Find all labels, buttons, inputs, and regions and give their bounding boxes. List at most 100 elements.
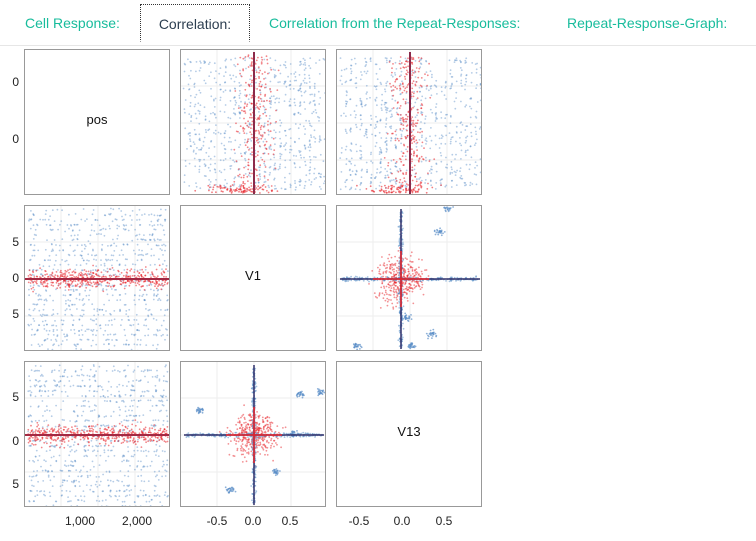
point-blue — [390, 137, 393, 139]
tab-correlation[interactable]: Correlation: — [140, 4, 250, 42]
point-blue — [89, 474, 92, 477]
point-blue — [395, 162, 397, 165]
point-blue — [159, 394, 162, 397]
point-blue — [189, 140, 192, 143]
point-blue — [455, 125, 458, 128]
point-red — [404, 269, 407, 272]
point-red — [379, 307, 382, 309]
point-blue — [145, 500, 148, 503]
point-red — [399, 158, 402, 161]
point-blue — [124, 505, 127, 506]
point-blue — [82, 404, 85, 407]
point-red — [403, 177, 406, 179]
point-blue — [69, 308, 71, 311]
point-blue — [130, 389, 132, 391]
point-blue — [132, 415, 135, 417]
point-blue — [66, 333, 68, 336]
point-red — [418, 160, 420, 163]
point-blue — [99, 454, 102, 457]
point-blue — [361, 122, 363, 125]
tab-correlation-repeat-responses[interactable]: Correlation from the Repeat-Responses: — [269, 15, 521, 31]
point-red — [396, 87, 398, 90]
point-blue — [248, 57, 251, 59]
point-red — [417, 70, 420, 73]
point-blue — [420, 160, 423, 163]
point-blue — [205, 131, 207, 134]
point-blue — [165, 395, 167, 398]
point-blue — [305, 174, 308, 177]
point-blue — [254, 181, 257, 184]
point-blue — [223, 144, 226, 147]
point-blue — [313, 82, 316, 85]
point-blue — [157, 419, 160, 422]
point-blue — [379, 81, 382, 84]
point-blue — [239, 117, 241, 119]
point-blue — [132, 419, 135, 422]
point-blue — [350, 142, 353, 144]
point-blue — [132, 324, 135, 326]
point-blue — [136, 329, 138, 332]
point-blue — [35, 379, 38, 382]
point-blue — [74, 370, 77, 373]
point-red — [35, 280, 38, 282]
point-red — [374, 295, 377, 298]
point-blue — [139, 339, 142, 341]
point-red — [412, 128, 415, 131]
point-red — [412, 188, 415, 191]
point-blue — [204, 129, 207, 131]
point-red — [420, 57, 423, 60]
point-blue — [376, 171, 378, 174]
point-blue — [89, 269, 92, 272]
point-blue — [355, 170, 358, 173]
point-blue — [30, 391, 33, 394]
point-blue — [370, 153, 372, 156]
point-blue — [62, 249, 65, 252]
p02-plot — [337, 50, 481, 194]
point-blue — [145, 308, 147, 310]
point-red — [394, 139, 397, 142]
point-blue — [58, 381, 60, 383]
point-blue — [38, 324, 40, 326]
point-blue — [121, 480, 123, 483]
point-blue — [143, 234, 145, 236]
point-blue — [267, 184, 270, 187]
point-red — [251, 123, 253, 126]
point-blue — [119, 294, 122, 296]
point-blue — [298, 105, 301, 107]
point-blue — [480, 87, 481, 90]
point-red — [125, 274, 127, 277]
point-red — [386, 300, 389, 303]
point-blue — [96, 329, 98, 332]
point-red — [402, 127, 405, 130]
point-blue — [156, 293, 159, 296]
point-blue — [435, 106, 437, 108]
point-blue — [244, 165, 247, 168]
tab-cell-response[interactable]: Cell Response: — [25, 15, 120, 31]
point-blue — [478, 128, 481, 130]
point-red — [410, 119, 413, 122]
point-blue — [274, 69, 276, 71]
point-blue — [95, 269, 97, 272]
point-red — [389, 294, 392, 296]
point-red — [412, 302, 415, 305]
point-blue — [122, 243, 125, 246]
point-blue — [294, 75, 297, 78]
point-blue — [96, 219, 99, 221]
point-blue — [459, 122, 462, 125]
point-blue — [349, 79, 351, 82]
tab-repeat-response-graph[interactable]: Repeat-Response-Graph: — [567, 15, 728, 31]
point-red — [236, 63, 239, 66]
point-red — [92, 276, 95, 279]
point-red — [380, 286, 383, 289]
point-blue — [122, 343, 125, 346]
point-blue — [123, 474, 126, 477]
point-blue — [35, 369, 37, 372]
point-blue — [363, 134, 366, 137]
point-red — [32, 271, 35, 274]
point-blue — [52, 268, 55, 271]
point-blue — [98, 464, 101, 466]
point-blue — [92, 328, 95, 331]
point-blue — [30, 243, 32, 246]
point-blue — [43, 339, 46, 342]
point-red — [154, 276, 156, 278]
